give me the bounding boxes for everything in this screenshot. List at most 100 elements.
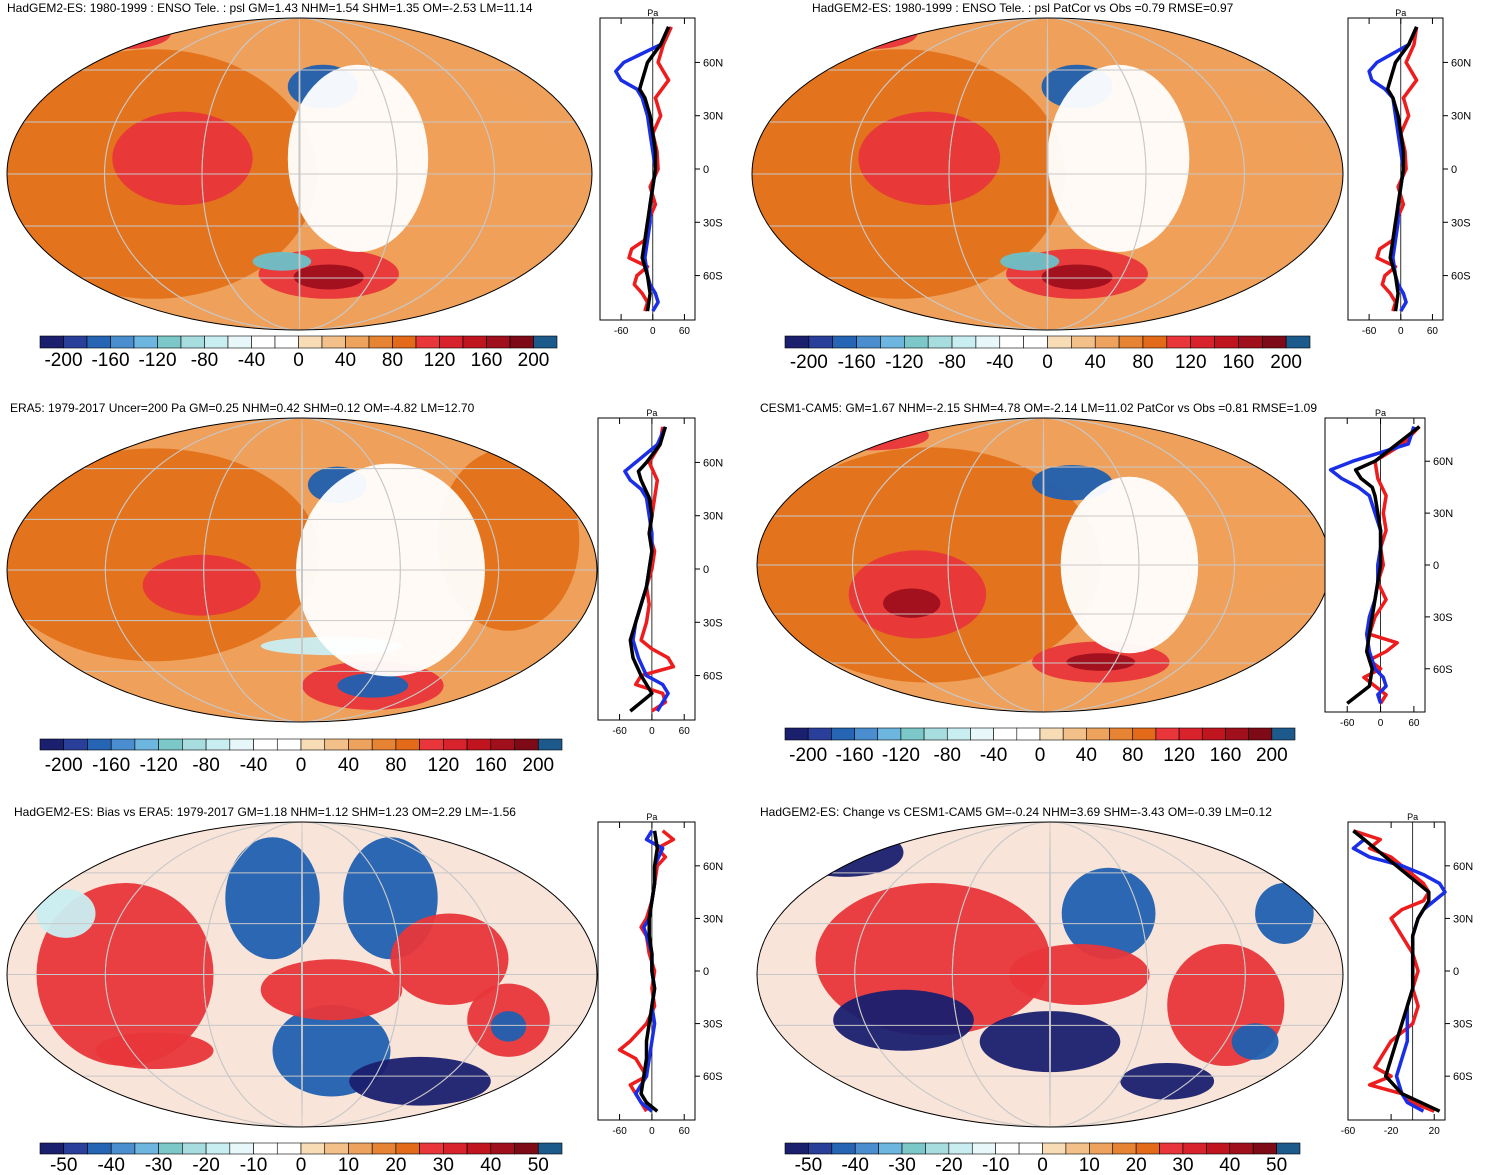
colorbar-swatch <box>229 738 254 751</box>
colorbar-swatch <box>87 1142 112 1155</box>
colorbar-tick-label: 10 <box>1079 1155 1100 1175</box>
colorbar-swatch <box>948 1142 973 1155</box>
profile-unit: Pa <box>1395 8 1406 18</box>
colorbar-tick-label: 160 <box>1210 745 1242 766</box>
map-anomaly-region <box>1066 653 1136 671</box>
colorbar-swatch <box>807 727 832 741</box>
lat-tick-label: 0 <box>1453 966 1459 978</box>
colorbar-swatch <box>324 1142 349 1155</box>
colorbar-swatch <box>784 335 810 349</box>
colorbar-swatch <box>110 335 135 349</box>
map-field <box>757 822 1343 1127</box>
lat-tick-label: 60N <box>703 57 723 69</box>
colorbar-swatch <box>158 738 183 751</box>
colorbar-tick-label: -80 <box>938 352 965 373</box>
x-tick-label: -60 <box>612 1126 627 1137</box>
colorbar-swatch <box>86 335 111 349</box>
map-anomaly-region <box>142 554 261 616</box>
colorbar-swatch <box>831 1142 856 1155</box>
graticule-meridian <box>854 822 1246 1127</box>
colorbar-tick-label: -160 <box>836 745 874 766</box>
lat-tick-label: 30S <box>1433 612 1453 624</box>
colorbar-swatch <box>439 335 464 349</box>
lat-tick-label: 60N <box>703 457 723 469</box>
panel-p6: HadGEM2-ES: Change vs CESM1-CAM5 GM=-0.2… <box>756 805 1473 1175</box>
lat-tick-label: 30S <box>1453 1019 1473 1031</box>
colorbar-tick-label: 20 <box>1126 1155 1147 1175</box>
colorbar-swatch <box>832 335 857 349</box>
colorbar-swatch <box>87 738 112 751</box>
colorbar-tick-label: -40 <box>97 1155 124 1175</box>
colorbar-swatch <box>466 1142 492 1155</box>
colorbar-swatch <box>537 1142 563 1155</box>
colorbar-tick-label: -20 <box>192 1155 219 1175</box>
colorbar-tick-label: 120 <box>1175 352 1207 373</box>
lat-tick-label: 60S <box>703 1071 723 1083</box>
colorbar-tick-label: 120 <box>424 350 456 371</box>
colorbar-swatch <box>1248 727 1273 741</box>
profile-line-red <box>633 426 676 713</box>
colorbar-tick-label: 80 <box>382 350 403 371</box>
x-tick-label: -60 <box>1362 326 1377 337</box>
colorbar-swatch <box>134 1142 159 1155</box>
panel-p1: HadGEM2-ES: 1980-1999 : ENSO Tele. : psl… <box>6 1 723 371</box>
profile-line-red <box>627 26 673 312</box>
colorbar-swatch <box>1276 1142 1301 1155</box>
colorbar-tick-label: 0 <box>296 1155 307 1175</box>
x-tick-label: -60 <box>1341 1126 1356 1137</box>
graticule-meridian <box>203 822 401 1127</box>
map-anomaly-region <box>833 989 974 1051</box>
colorbar-swatch <box>1261 335 1287 349</box>
panel-title: CESM1-CAM5: GM=1.67 NHM=-2.15 SHM=4.78 O… <box>760 401 1317 415</box>
graticule-meridian <box>1046 18 1049 330</box>
colorbar-tick-label: -10 <box>240 1155 267 1175</box>
colorbar-swatch <box>1214 335 1239 349</box>
map-anomaly-region <box>252 251 312 271</box>
colorbar-tick-label: -120 <box>882 745 920 766</box>
lat-tick-label: 30S <box>703 1019 723 1031</box>
colorbar-tick-label: -40 <box>841 1155 868 1175</box>
colorbar-swatch <box>462 335 487 349</box>
colorbar-tick-label: -200 <box>789 745 827 766</box>
profile-line-black <box>628 426 668 713</box>
panel-p4: CESM1-CAM5: GM=1.67 NHM=-2.15 SHM=4.78 O… <box>756 401 1453 766</box>
colorbar: -50 -40 -30 -20 -10 0 10 20 30 40 50 <box>39 1142 563 1175</box>
colorbar-tick-label: -200 <box>790 352 828 373</box>
colorbar-tick-label: 0 <box>293 350 304 371</box>
colorbar-tick-label: -120 <box>140 755 178 776</box>
colorbar-swatch <box>348 738 373 751</box>
map-anomaly-region <box>287 64 429 253</box>
colorbar-swatch <box>831 727 855 741</box>
colorbar-swatch <box>533 335 558 349</box>
map-anomaly-region <box>1231 1023 1279 1060</box>
profile-unit: Pa <box>646 812 657 822</box>
colorbar-swatch <box>1190 335 1215 349</box>
panel-title: ERA5: 1979-2017 Uncer=200 Pa GM=0.25 NHM… <box>10 401 475 415</box>
colorbar-tick-label: 200 <box>1256 745 1288 766</box>
colorbar-swatch <box>182 1142 207 1155</box>
colorbar-swatch <box>419 738 444 751</box>
colorbar-swatch <box>1112 1142 1137 1155</box>
colorbar-swatch <box>878 1142 903 1155</box>
colorbar-swatch <box>951 335 977 349</box>
colorbar-swatch <box>1016 727 1041 741</box>
colorbar-tick-label: 30 <box>1172 1155 1193 1175</box>
colorbar-tick-label: 50 <box>1266 1155 1287 1175</box>
graticule-meridian <box>947 418 1140 712</box>
colorbar-tick-label: 80 <box>1132 352 1153 373</box>
colorbar: -200 -160 -120 -80 -40 0 40 80 120 160 200 <box>39 335 558 371</box>
colorbar-tick-label: -40 <box>238 350 265 371</box>
map-anomaly-region <box>293 264 364 290</box>
colorbar-swatch <box>877 727 902 741</box>
colorbar-swatch <box>514 738 539 751</box>
graticule-meridian <box>104 18 495 330</box>
map-anomaly-region <box>390 913 509 1005</box>
graticule-meridian <box>951 822 1149 1127</box>
profile-line-black <box>1385 26 1419 312</box>
colorbar-swatch <box>880 335 905 349</box>
map-anomaly-region <box>337 673 409 698</box>
x-tick-label: 0 <box>650 326 656 337</box>
colorbar-swatch <box>1142 335 1168 349</box>
colorbar-swatch <box>63 738 88 751</box>
map-anomaly-region <box>95 1032 214 1070</box>
